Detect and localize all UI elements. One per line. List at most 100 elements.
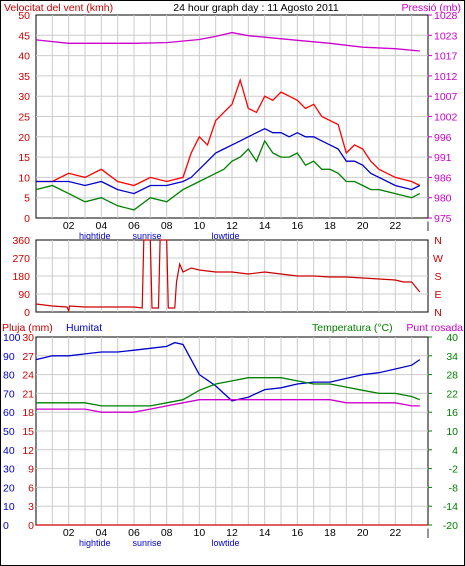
x-tick-label: 04 bbox=[95, 220, 107, 232]
x-tick-label: | bbox=[427, 220, 430, 232]
humidity-tick-label: 100 bbox=[3, 332, 21, 344]
temperature-tick-label: 22 bbox=[446, 388, 458, 400]
temperature-tick-label: 40 bbox=[446, 332, 458, 344]
dew-point-axis-label: Punt rosada bbox=[406, 322, 463, 334]
humidity-tick-label: 10 bbox=[3, 501, 15, 513]
temperature-tick-label: -20 bbox=[443, 520, 458, 532]
wind-series-0 bbox=[36, 77, 421, 187]
compass-label: N bbox=[434, 307, 442, 319]
direction-tick-label: 180 bbox=[12, 271, 30, 283]
wind-series-3 bbox=[35, 31, 420, 52]
wind-speed-tick-label: 30 bbox=[18, 91, 30, 103]
pressure-tick-label: 1017 bbox=[434, 51, 458, 63]
rain-tick-label: 3 bbox=[28, 501, 34, 513]
temperature-tick-label: -8 bbox=[449, 482, 458, 494]
x-tick-label: 02 bbox=[63, 527, 75, 539]
pressure-tick-label: 986 bbox=[434, 172, 452, 184]
wind-speed-tick-label: 40 bbox=[18, 51, 30, 63]
x-tick-label: 16 bbox=[291, 527, 303, 539]
pressure-tick-label: 1028 bbox=[434, 10, 458, 22]
x-tick-label: 04 bbox=[95, 527, 107, 539]
rain-tick-label: 30 bbox=[22, 332, 34, 344]
temperature-tick-label: 28 bbox=[446, 370, 458, 382]
wind-speed-tick-label: 20 bbox=[18, 132, 30, 144]
x-tick-label: 08 bbox=[161, 220, 173, 232]
x-annotation-sunrise: sunrise bbox=[133, 231, 162, 241]
x-tick-label: 10 bbox=[193, 220, 205, 232]
x-tick-label: 14 bbox=[259, 220, 271, 232]
wind-speed-axis-label: Velocitat del vent (kmh) bbox=[4, 2, 113, 14]
temp-series-1 bbox=[36, 377, 421, 407]
x-tick-label: | bbox=[427, 527, 430, 539]
rain-tick-label: 9 bbox=[28, 464, 34, 476]
pressure-tick-label: 1023 bbox=[434, 30, 458, 42]
rain-tick-label: 15 bbox=[22, 426, 34, 438]
humidity-tick-label: 70 bbox=[3, 388, 15, 400]
humidity-tick-label: 20 bbox=[3, 482, 15, 494]
x-tick-label: 20 bbox=[357, 220, 369, 232]
rain-tick-label: 18 bbox=[22, 407, 34, 419]
rain-tick-label: 0 bbox=[28, 520, 34, 532]
temperature-tick-label: -2 bbox=[449, 464, 458, 476]
humidity-tick-label: 80 bbox=[3, 370, 15, 382]
temp-series-2 bbox=[36, 399, 420, 413]
pressure-tick-label: 980 bbox=[434, 193, 452, 205]
temperature-tick-label: -14 bbox=[443, 501, 458, 513]
compass-label: W bbox=[433, 253, 443, 265]
chart-title: 24 hour graph day : 11 Agosto 2011 bbox=[173, 2, 339, 14]
humidity-tick-label: 0 bbox=[3, 520, 9, 532]
x-tick-label: 22 bbox=[389, 220, 401, 232]
humidity-axis-label: Humitat bbox=[66, 322, 102, 334]
x-annotation-hightide: hightide bbox=[79, 538, 111, 548]
temp-series-0 bbox=[35, 341, 421, 402]
x-tick-label: 18 bbox=[324, 527, 336, 539]
x-tick-label: 10 bbox=[193, 527, 205, 539]
x-tick-label: 18 bbox=[324, 220, 336, 232]
wind-speed-tick-label: 35 bbox=[18, 71, 30, 83]
temperature-tick-label: 4 bbox=[452, 445, 458, 457]
temperature-tick-label: 10 bbox=[446, 426, 458, 438]
x-tick-label: 20 bbox=[357, 527, 369, 539]
pressure-tick-label: 1007 bbox=[434, 91, 458, 103]
wind-speed-tick-label: 15 bbox=[18, 152, 30, 164]
x-annotation-lowtide: lowtide bbox=[211, 538, 239, 548]
pressure-tick-label: 996 bbox=[434, 132, 452, 144]
x-tick-label: 06 bbox=[128, 527, 140, 539]
x-tick-label: 16 bbox=[291, 220, 303, 232]
wind-speed-tick-label: 50 bbox=[18, 10, 30, 22]
x-annotation-hightide: hightide bbox=[79, 231, 111, 241]
pressure-axis-label: Pressió (mb) bbox=[401, 2, 461, 14]
rain-axis-label: Pluja (mm) bbox=[2, 322, 53, 334]
x-tick-label: 22 bbox=[389, 527, 401, 539]
pressure-tick-label: 975 bbox=[434, 213, 452, 225]
rain-tick-label: 24 bbox=[22, 370, 34, 382]
x-tick-label: 06 bbox=[128, 220, 140, 232]
direction-tick-label: 270 bbox=[12, 253, 30, 265]
rain-tick-label: 6 bbox=[28, 482, 34, 494]
wind-speed-tick-label: 25 bbox=[18, 112, 30, 124]
direction-series-0 bbox=[35, 239, 421, 314]
direction-tick-label: 90 bbox=[18, 289, 30, 301]
humidity-tick-label: 50 bbox=[3, 426, 15, 438]
direction-tick-label: 0 bbox=[24, 307, 30, 319]
wind-series-2 bbox=[35, 139, 421, 211]
compass-label: S bbox=[434, 271, 441, 283]
temperature-tick-label: 34 bbox=[446, 351, 458, 363]
x-tick-label: 12 bbox=[226, 527, 238, 539]
x-tick-label: 02 bbox=[63, 220, 75, 232]
humidity-tick-label: 60 bbox=[3, 407, 15, 419]
humidity-tick-label: 90 bbox=[3, 351, 15, 363]
pressure-tick-label: 1012 bbox=[434, 71, 458, 83]
wind-speed-tick-label: 0 bbox=[24, 213, 30, 225]
x-tick-label: 08 bbox=[161, 527, 173, 539]
x-annotation-sunrise: sunrise bbox=[133, 538, 162, 548]
pressure-tick-label: 991 bbox=[434, 152, 452, 164]
direction-tick-label: 360 bbox=[12, 235, 30, 247]
wind-series-1 bbox=[36, 127, 421, 195]
rain-tick-label: 21 bbox=[22, 388, 34, 400]
rain-tick-label: 27 bbox=[22, 351, 34, 363]
wind-speed-tick-label: 45 bbox=[18, 30, 30, 42]
rain-tick-label: 12 bbox=[22, 445, 34, 457]
pressure-tick-label: 1002 bbox=[434, 112, 458, 124]
